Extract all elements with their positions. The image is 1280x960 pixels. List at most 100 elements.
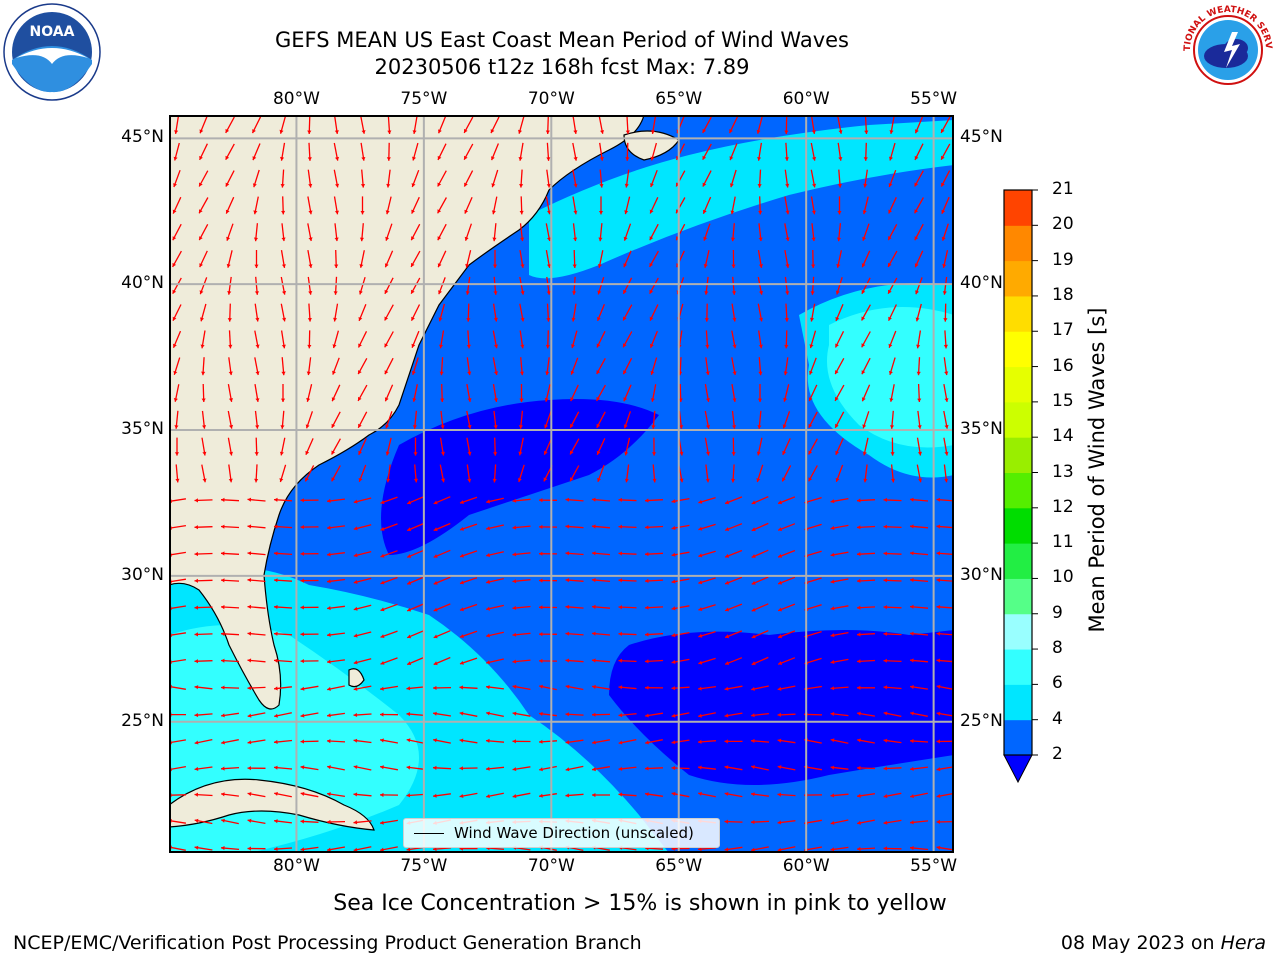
north-america-land [169,115,645,710]
wind-arrow-head [830,579,835,584]
wind-arrow-head [838,157,843,161]
wind-arrow-head [565,767,570,772]
wind-arrow-head [247,686,251,691]
wind-arrow-head [358,450,362,455]
wind-arrow-head [618,631,622,636]
wind-arrow-head [308,237,313,241]
wind-arrow-head [517,478,522,482]
wind-arrow-head [173,398,178,402]
lat-label-right: 35°N [960,419,1003,440]
wind-arrow-head [440,398,445,402]
wind-arrow-head [539,767,543,772]
wind-arrow-head [327,847,331,852]
wind-arrow-head [888,209,892,214]
wind-arrow-head [386,478,391,483]
wind-arrow-head [281,237,286,242]
wind-arrow-head [491,156,495,161]
wind-arrow-head [645,605,649,610]
wind-arrow-head [777,847,782,852]
wind-arrow-head [172,289,177,294]
wind-arrow-head [493,264,498,268]
wind-arrow-head [411,236,415,241]
wind-arrow-head [545,371,550,376]
wind-arrow-head [618,658,622,663]
wind-arrow-head [777,792,782,797]
wind-arrow-head [274,497,278,502]
colorbar-graphic [1003,189,1038,784]
wind-arrow-head [225,182,230,187]
wind-arrow-head [413,478,418,483]
lat-label-right: 25°N [960,710,1003,731]
wind-arrow-head [785,183,790,188]
wind-arrow-head [174,425,179,429]
wind-arrow-head [888,316,892,321]
wind-arrow-head [274,846,278,851]
wind-arrow-head [247,524,252,529]
wind-arrow-head [729,156,734,161]
wind-arrow-head [785,237,790,241]
wind-arrow-head [910,820,914,825]
wind-arrow-head [624,451,629,456]
wind-arrow-head [520,344,525,349]
wind-arrow-head [704,291,709,295]
wind-arrow-head [592,658,596,663]
wind-arrow-head [486,738,490,743]
wind-arrow-head [353,606,358,611]
wind-arrow-head [539,793,543,798]
wind-arrow-head [300,525,304,530]
wind-arrow-head [671,633,676,638]
wind-arrow-head [861,316,866,321]
wind-arrow-head [618,792,623,797]
map-panel [169,115,954,853]
wind-arrow-head [883,631,887,636]
wind-arrow-head [255,317,260,322]
wind-arrow-head [380,765,384,770]
wind-arrow-head [830,552,835,557]
lon-label-bottom: 60°W [782,856,830,876]
wind-arrow-head [307,157,312,161]
wind-arrow-head [411,209,415,214]
wind-arrow-head [784,130,789,134]
wind-arrow-head [279,451,284,456]
wind-arrow-head [944,424,949,429]
wind-arrow-head [300,659,304,664]
wind-arrow-head [596,343,601,348]
wind-arrow-head [914,129,919,134]
wind-arrow-head [698,526,703,531]
wind-arrow-head [618,551,622,556]
wind-arrow-head [625,157,630,161]
wind-arrow-head [778,527,783,531]
wind-arrow-head [274,819,278,824]
wind-arrow-head [857,846,861,851]
wind-arrow-head [861,289,866,294]
wind-arrow-head [229,424,234,429]
wind-arrow-head [459,711,464,716]
wind-arrow-head [917,451,922,456]
wind-arrow-head [406,712,411,717]
wind-arrow-head [493,425,498,429]
wind-arrow-head [467,478,472,483]
colorbar-segment [1004,331,1032,368]
wind-arrow-head [228,478,233,483]
wind-arrow-head [652,452,657,456]
wind-arrow-head [518,451,523,456]
wind-arrow-head [936,819,940,824]
wind-arrow-head [650,398,655,402]
wind-arrow-head [836,264,841,268]
wind-arrow-head [758,371,763,376]
wind-arrow-head [460,500,464,504]
wind-arrow-head [679,478,684,483]
wind-arrow-head [698,499,703,504]
wind-arrow-head [327,579,331,584]
wind-arrow-head [547,264,551,268]
wind-arrow-head [889,398,894,402]
wind-arrow-head [300,578,304,583]
wind-arrow-head [650,183,654,187]
wind-arrow-head [835,370,839,375]
wind-arrow-head [914,155,919,160]
wind-arrow-head [327,739,331,744]
wind-arrow-head [464,155,468,160]
wind-arrow-head [671,791,676,796]
wind-arrow-head [857,578,861,583]
wind-arrow-head [407,580,412,585]
